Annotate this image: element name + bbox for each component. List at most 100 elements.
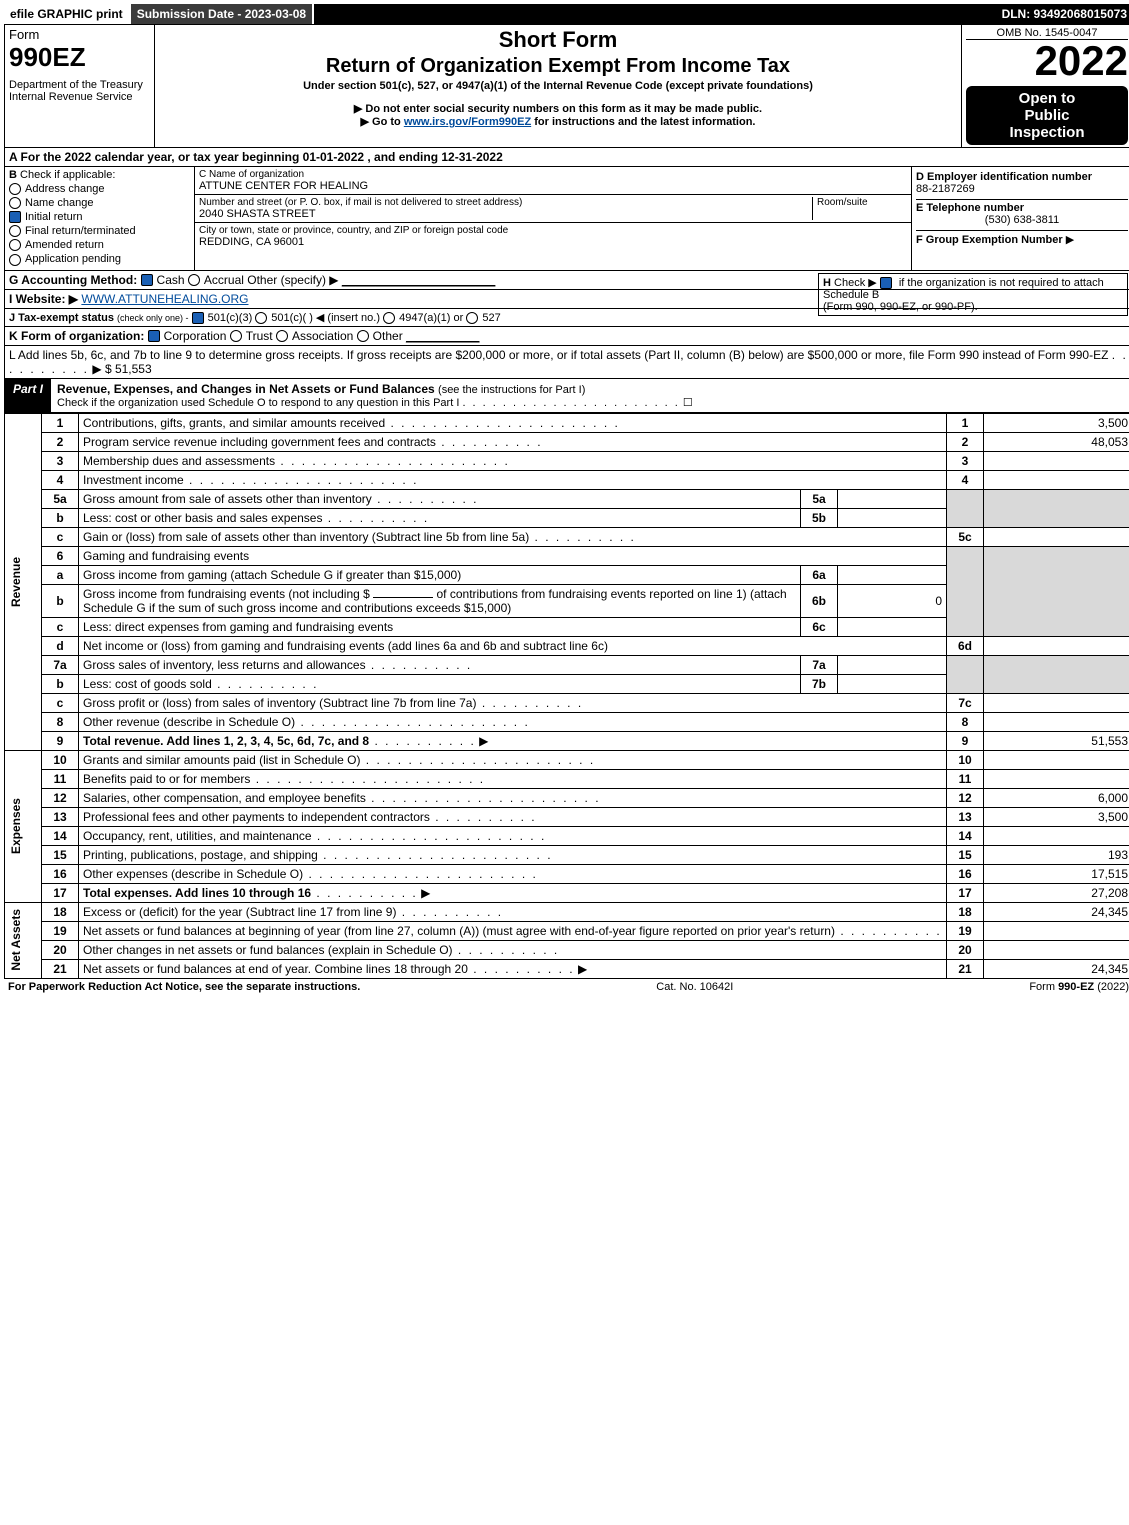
subamt-5a	[838, 489, 947, 508]
ln-3: 3	[42, 451, 79, 470]
j-prefix: J Tax-exempt status	[9, 312, 114, 324]
dots-icon	[372, 492, 479, 506]
table-row: Expenses 10 Grants and similar amounts p…	[5, 750, 1129, 769]
amt-5c	[984, 527, 1129, 546]
section-i: I Website: ▶ WWW.ATTUNEHEALING.ORG	[4, 290, 1129, 309]
section-c: C Name of organization ATTUNE CENTER FOR…	[195, 167, 912, 270]
amt-1: 3,500	[984, 413, 1129, 432]
website-link[interactable]: WWW.ATTUNEHEALING.ORG	[81, 292, 248, 306]
amt-2: 48,053	[984, 432, 1129, 451]
shade-cell	[947, 655, 984, 693]
section-l: L Add lines 5b, 6c, and 7b to line 9 to …	[4, 346, 1129, 379]
shade-cell	[984, 546, 1129, 636]
table-row: 16 Other expenses (describe in Schedule …	[5, 864, 1129, 883]
header-right: OMB No. 1545-0047 2022 Open to Public In…	[962, 25, 1129, 147]
rn-16: 16	[947, 864, 984, 883]
b-item-5[interactable]: Application pending	[9, 253, 190, 265]
part1-label: Part I	[5, 379, 51, 412]
top-bar: efile GRAPHIC print Submission Date - 20…	[4, 4, 1129, 24]
table-row: Net Assets 18 Excess or (deficit) for th…	[5, 902, 1129, 921]
desc-19: Net assets or fund balances at beginning…	[79, 921, 947, 940]
j-opt2: 501(c)( ) ◀ (insert no.)	[271, 312, 380, 324]
ln-6d: d	[42, 636, 79, 655]
dots-icon	[436, 435, 543, 449]
desc-6c: Less: direct expenses from gaming and fu…	[79, 617, 801, 636]
dept-label: Department of the Treasury	[9, 79, 150, 91]
section-d: D Employer identification number 88-2187…	[912, 167, 1129, 270]
subln-5b: 5b	[801, 508, 838, 527]
desc-14: Occupancy, rent, utilities, and maintena…	[79, 826, 947, 845]
subamt-6c	[838, 617, 947, 636]
checkbox-icon	[230, 330, 242, 342]
desc-10: Grants and similar amounts paid (list in…	[79, 750, 947, 769]
b-item-0[interactable]: Address change	[9, 183, 190, 195]
dots-icon	[303, 867, 538, 881]
subamt-7b	[838, 674, 947, 693]
g-cash: Cash	[157, 273, 185, 287]
subln-7b: 7b	[801, 674, 838, 693]
rn-18: 18	[947, 902, 984, 921]
form-number: 990EZ	[9, 42, 150, 73]
rn-4: 4	[947, 470, 984, 489]
subamt-6a	[838, 565, 947, 584]
subln-6b: 6b	[801, 584, 838, 617]
tax-year: 2022	[966, 40, 1128, 82]
room-suite-label: Room/suite	[812, 197, 907, 220]
irs-link[interactable]: www.irs.gov/Form990EZ	[404, 116, 531, 128]
b-item-4[interactable]: Amended return	[9, 239, 190, 251]
checkbox-icon	[880, 277, 892, 289]
amt-6d	[984, 636, 1129, 655]
desc-5a: Gross amount from sale of assets other t…	[79, 489, 801, 508]
amt-21: 24,345	[984, 959, 1129, 978]
b-title: B	[9, 169, 17, 181]
irs-label: Internal Revenue Service	[9, 91, 150, 103]
table-row: 2 Program service revenue including gove…	[5, 432, 1129, 451]
b-item-2[interactable]: Initial return	[9, 211, 190, 223]
ln-5b: b	[42, 508, 79, 527]
submission-date: Submission Date - 2023-03-08	[131, 4, 314, 24]
amt-8	[984, 712, 1129, 731]
rn-15: 15	[947, 845, 984, 864]
ln-8: 8	[42, 712, 79, 731]
section-g: G Accounting Method: Cash Accrual Other …	[4, 271, 1129, 290]
open2: Public	[966, 107, 1128, 124]
rn-10: 10	[947, 750, 984, 769]
c-street-label: Number and street (or P. O. box, if mail…	[199, 197, 812, 208]
c-name-row: C Name of organization ATTUNE CENTER FOR…	[195, 167, 911, 195]
ln-17: 17	[42, 883, 79, 902]
k-assoc: Association	[292, 329, 353, 343]
l-text: L Add lines 5b, 6c, and 7b to line 9 to …	[9, 348, 1108, 362]
ln-18: 18	[42, 902, 79, 921]
checkbox-icon	[141, 274, 153, 286]
table-row: 13 Professional fees and other payments …	[5, 807, 1129, 826]
section-b: B Check if applicable: Address change Na…	[5, 167, 195, 270]
desc-5b: Less: cost or other basis and sales expe…	[79, 508, 801, 527]
amt-19	[984, 921, 1129, 940]
tel-value: (530) 638-3811	[916, 214, 1128, 226]
desc-4: Investment income	[79, 470, 947, 489]
c-name-label: C Name of organization	[199, 169, 907, 180]
header-sub1: Under section 501(c), 527, or 4947(a)(1)…	[159, 80, 957, 92]
table-row: c Gross profit or (loss) from sales of i…	[5, 693, 1129, 712]
desc-9: Total revenue. Add lines 1, 2, 3, 4, 5c,…	[79, 731, 947, 750]
footer-left: For Paperwork Reduction Act Notice, see …	[8, 981, 360, 993]
ln-15: 15	[42, 845, 79, 864]
i-prefix: I Website: ▶	[9, 292, 78, 306]
ln-5c: c	[42, 527, 79, 546]
b-label-5: Application pending	[25, 253, 121, 265]
subamt-6b: 0	[838, 584, 947, 617]
amt-15: 193	[984, 845, 1129, 864]
section-k: K Form of organization: Corporation Trus…	[4, 327, 1129, 346]
desc-20: Other changes in net assets or fund bala…	[79, 940, 947, 959]
b-item-1[interactable]: Name change	[9, 197, 190, 209]
dots-icon	[275, 454, 510, 468]
dots-icon	[453, 943, 560, 957]
c-street-row: Number and street (or P. O. box, if mail…	[195, 195, 911, 223]
ln-4: 4	[42, 470, 79, 489]
b-item-3[interactable]: Final return/terminated	[9, 225, 190, 237]
check-box[interactable]: ☐	[683, 397, 693, 409]
dots-icon	[212, 677, 319, 691]
b-label-3: Final return/terminated	[25, 225, 136, 237]
rn-6d: 6d	[947, 636, 984, 655]
desc-6a: Gross income from gaming (attach Schedul…	[79, 565, 801, 584]
